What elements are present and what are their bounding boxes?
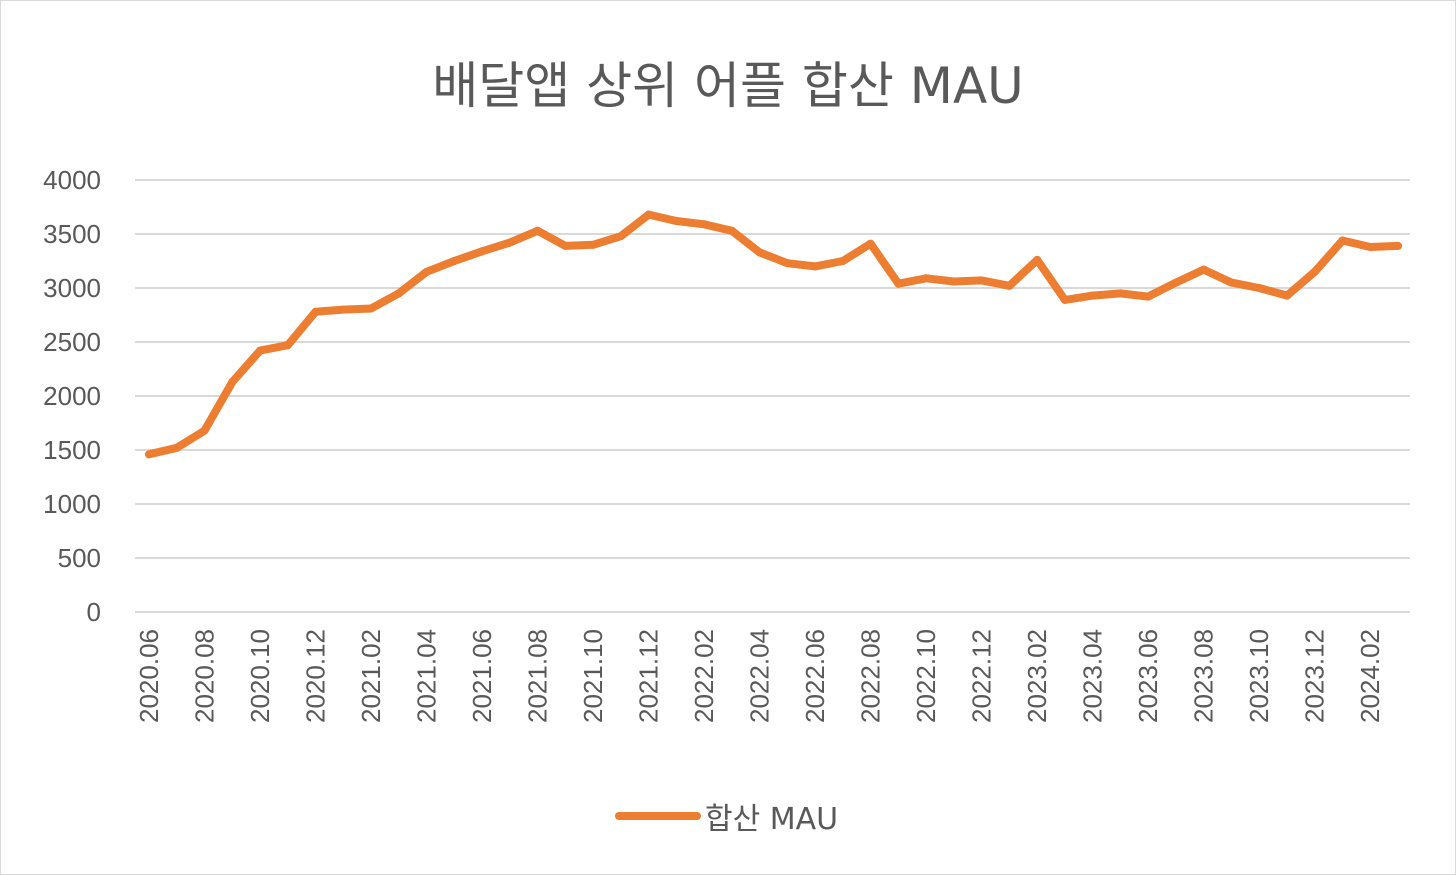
data-point xyxy=(394,289,403,298)
x-tick-label: 2022.08 xyxy=(856,629,886,723)
data-point xyxy=(783,259,792,268)
x-tick-label: 2023.08 xyxy=(1189,629,1219,723)
data-point xyxy=(700,220,709,229)
data-point xyxy=(811,262,820,271)
data-point xyxy=(1005,281,1014,290)
data-point xyxy=(256,346,265,355)
y-tick-label: 1500 xyxy=(43,435,101,465)
data-point xyxy=(450,257,459,265)
x-tick-label: 2023.02 xyxy=(1022,629,1052,723)
data-point xyxy=(228,377,237,386)
x-axis-tick-labels: 2020.06 2020.08 2020.10 2020.12 2021.02 2021.… xyxy=(134,629,1385,723)
data-point xyxy=(367,304,376,313)
data-point xyxy=(589,240,598,249)
data-point xyxy=(1282,291,1291,300)
data-point xyxy=(339,305,348,314)
x-tick-label: 2021.02 xyxy=(356,629,386,723)
series-line xyxy=(145,210,1402,459)
x-tick-label: 2023.06 xyxy=(1133,629,1163,723)
data-point xyxy=(922,274,931,283)
data-point xyxy=(1060,295,1069,304)
data-point xyxy=(422,267,431,276)
x-tick-label: 2022.06 xyxy=(800,629,830,723)
data-point xyxy=(1171,278,1180,287)
x-tick-label: 2021.06 xyxy=(467,629,497,723)
series-layer xyxy=(145,210,1402,459)
y-tick-label: 4000 xyxy=(43,165,101,195)
data-point xyxy=(1088,291,1097,300)
y-tick-label: 3500 xyxy=(43,219,101,249)
data-point xyxy=(1227,278,1236,287)
data-point xyxy=(145,450,153,459)
y-tick-label: 0 xyxy=(87,597,101,627)
data-point xyxy=(533,226,542,235)
data-point xyxy=(866,239,875,248)
x-tick-label: 2020.12 xyxy=(301,629,331,723)
data-point xyxy=(755,248,764,257)
data-point xyxy=(894,279,903,288)
data-point xyxy=(200,426,209,435)
data-point xyxy=(1338,236,1347,245)
x-tick-label: 2022.10 xyxy=(911,629,941,723)
x-tick-label: 2020.08 xyxy=(190,629,220,723)
data-point xyxy=(1033,255,1042,264)
data-point xyxy=(672,217,681,226)
data-point xyxy=(1255,284,1264,292)
x-tick-label: 2021.10 xyxy=(578,629,608,723)
grid-lines xyxy=(135,179,1410,613)
x-tick-label: 2022.12 xyxy=(967,629,997,723)
y-tick-label: 2500 xyxy=(43,327,101,357)
data-point xyxy=(1394,241,1402,250)
x-tick-label: 2022.02 xyxy=(689,629,719,723)
data-point xyxy=(283,341,292,350)
x-tick-label: 2021.08 xyxy=(523,629,553,723)
x-tick-label: 2021.04 xyxy=(412,629,442,723)
data-point xyxy=(644,210,653,219)
data-point xyxy=(1144,292,1153,301)
y-tick-label: 1000 xyxy=(43,489,101,519)
x-tick-label: 2020.10 xyxy=(245,629,275,723)
y-tick-label: 500 xyxy=(58,543,101,573)
x-tick-label: 2022.04 xyxy=(745,629,775,723)
x-tick-label: 2021.12 xyxy=(634,629,664,723)
data-point xyxy=(478,247,487,256)
legend-label: 합산 MAU xyxy=(705,802,838,837)
data-point xyxy=(1116,289,1125,298)
data-point xyxy=(616,232,625,241)
data-point xyxy=(1310,267,1319,276)
y-tick-label: 2000 xyxy=(43,381,101,411)
data-point xyxy=(1199,265,1208,274)
data-point xyxy=(561,241,570,250)
y-tick-label: 3000 xyxy=(43,273,101,303)
data-point xyxy=(977,276,986,285)
x-tick-label: 2023.10 xyxy=(1244,629,1274,723)
data-point xyxy=(838,257,847,265)
y-axis-tick-labels: 0 500 1000 1500 2000 2500 3000 3500 4000 xyxy=(43,165,101,627)
legend: 합산 MAU xyxy=(615,802,838,837)
data-point xyxy=(1366,242,1375,251)
x-tick-label: 2023.04 xyxy=(1078,629,1108,723)
data-point xyxy=(311,307,320,316)
data-point xyxy=(505,238,514,247)
x-tick-label: 2020.06 xyxy=(134,629,164,723)
chart-title: 배달앱 상위 어플 합산 MAU xyxy=(432,57,1024,115)
data-point xyxy=(172,443,181,452)
x-tick-label: 2023.12 xyxy=(1300,629,1330,723)
x-tick-label: 2024.02 xyxy=(1355,629,1385,723)
data-point xyxy=(727,226,736,235)
data-point xyxy=(949,277,958,286)
